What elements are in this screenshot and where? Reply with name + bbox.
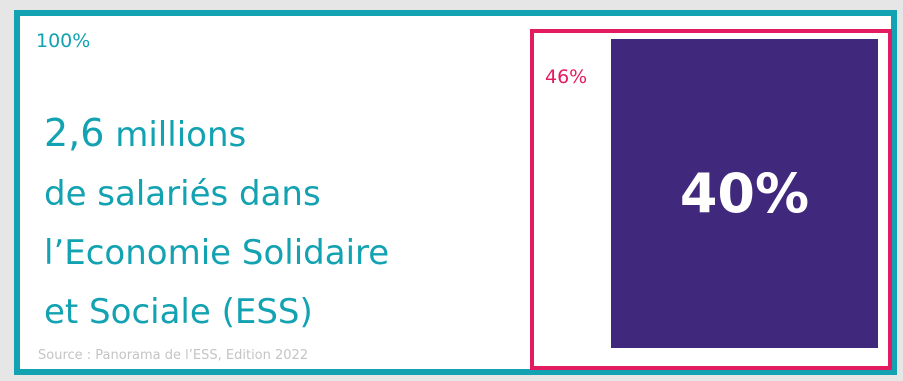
frame-percentage-label: 46% <box>545 66 588 88</box>
percentage-bar: 40% <box>611 39 878 348</box>
headline-line-2: de salariés dans <box>44 174 321 214</box>
headline-line-4: et Sociale (ESS) <box>44 292 313 332</box>
headline-line-1: 2,6 millions <box>44 104 389 165</box>
headline-line-3: l’Economie Solidaire <box>44 233 390 273</box>
headline-unit: millions <box>104 115 247 155</box>
headline: 2,6 millions de salariés dans l’Economie… <box>44 104 389 342</box>
percentage-frame: 46% 40% <box>530 29 892 370</box>
scale-label-100: 100% <box>36 30 91 52</box>
bar-value-label: 40% <box>679 162 810 225</box>
headline-number: 2,6 <box>44 111 105 155</box>
infographic-card: 100% 2,6 millions de salariés dans l’Eco… <box>14 10 897 375</box>
source-note: Source : Panorama de l’ESS, Edition 2022 <box>38 348 309 363</box>
